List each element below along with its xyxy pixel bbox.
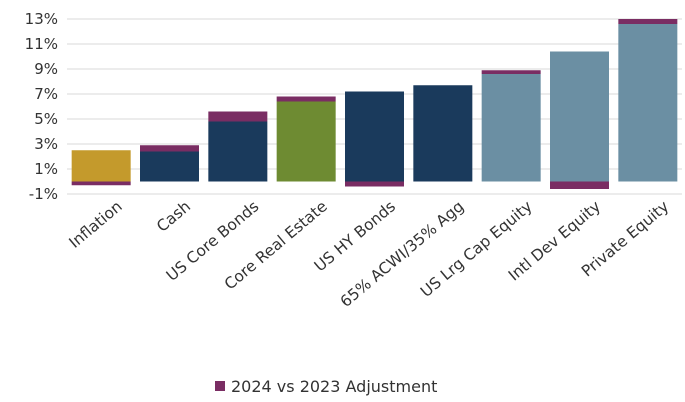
- bars: [71, 19, 678, 189]
- y-axis-ticks: 13% 11% 9% 7% 5% 3% 1% -1%: [25, 10, 58, 203]
- y-tick-label: 13%: [25, 10, 58, 28]
- y-tick-label: 3%: [34, 135, 58, 153]
- category-label: Cash: [153, 197, 194, 235]
- y-tick-label: -1%: [29, 185, 58, 203]
- adjustment-bar-6: [481, 70, 541, 74]
- bar-5: [413, 85, 473, 182]
- legend-swatch: [215, 381, 225, 391]
- bar-7: [550, 51, 609, 182]
- category-label: 65% ACWI/35% Agg: [337, 197, 468, 311]
- adjustment-bar-1: [140, 145, 199, 152]
- y-tick-label: 5%: [34, 110, 58, 128]
- bar-4: [345, 91, 404, 182]
- category-label: Inflation: [66, 197, 126, 252]
- y-tick-label: 7%: [34, 85, 58, 103]
- bar-8: [618, 24, 678, 182]
- adjustment-bar-negative-7: [550, 181, 609, 189]
- adjustment-bar-3: [276, 96, 336, 102]
- bar-0: [71, 150, 131, 182]
- adjustment-bar-negative-4: [345, 181, 404, 187]
- bar-1: [140, 151, 199, 182]
- legend-label: 2024 vs 2023 Adjustment: [231, 377, 437, 396]
- y-tick-label: 9%: [34, 60, 58, 78]
- y-tick-label: 1%: [34, 160, 58, 178]
- bar-2: [208, 121, 268, 182]
- adjustment-bar-8: [618, 19, 678, 24]
- adjustment-bar-negative-0: [71, 181, 131, 186]
- category-label: US Lrg Cap Equity: [417, 197, 536, 301]
- adjustment-bar-2: [208, 111, 268, 122]
- bar-3: [276, 101, 336, 182]
- y-tick-label: 11%: [25, 35, 58, 53]
- bar-6: [481, 74, 541, 182]
- legend: 2024 vs 2023 Adjustment: [215, 377, 437, 396]
